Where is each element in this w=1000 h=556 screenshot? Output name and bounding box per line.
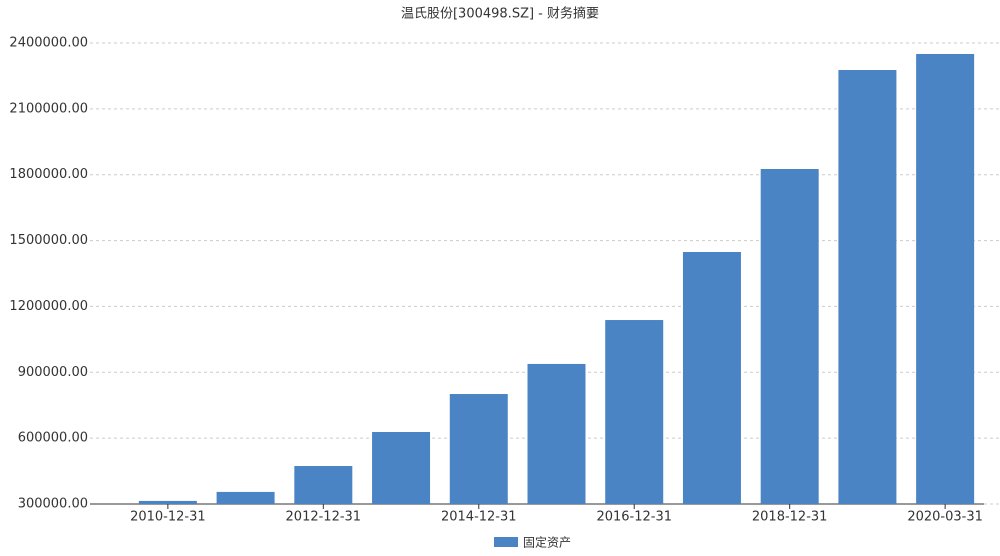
x-tick-label: 2020-03-31 [907,510,983,525]
bar [760,169,819,505]
bar [527,363,586,504]
x-tick-label: 2016-12-31 [596,510,672,525]
x-tick-label: 2010-12-31 [130,510,206,525]
bar [682,251,741,504]
y-tick-label: 300000.00 [18,497,88,512]
y-tick-label: 2100000.00 [9,101,88,116]
bar [138,500,197,504]
bar [294,466,353,504]
bar [449,394,508,504]
x-tick-label: 2012-12-31 [286,510,362,525]
bar [916,53,975,504]
bar [216,491,275,504]
y-tick-label: 900000.00 [18,365,88,380]
legend-swatch [494,537,518,547]
y-tick-label: 1500000.00 [9,233,88,248]
bar [372,431,431,504]
x-tick-label: 2018-12-31 [752,510,828,525]
chart-title: 温氏股份[300498.SZ] - 财务摘要 [401,6,599,22]
bar [605,320,664,504]
x-tick-label: 2014-12-31 [441,510,517,525]
y-tick-label: 1200000.00 [9,299,88,314]
bar [838,70,897,504]
y-tick-label: 2400000.00 [9,36,88,51]
y-tick-label: 1800000.00 [9,167,88,182]
legend-label: 固定资产 [523,535,571,550]
y-tick-label: 600000.00 [18,431,88,446]
